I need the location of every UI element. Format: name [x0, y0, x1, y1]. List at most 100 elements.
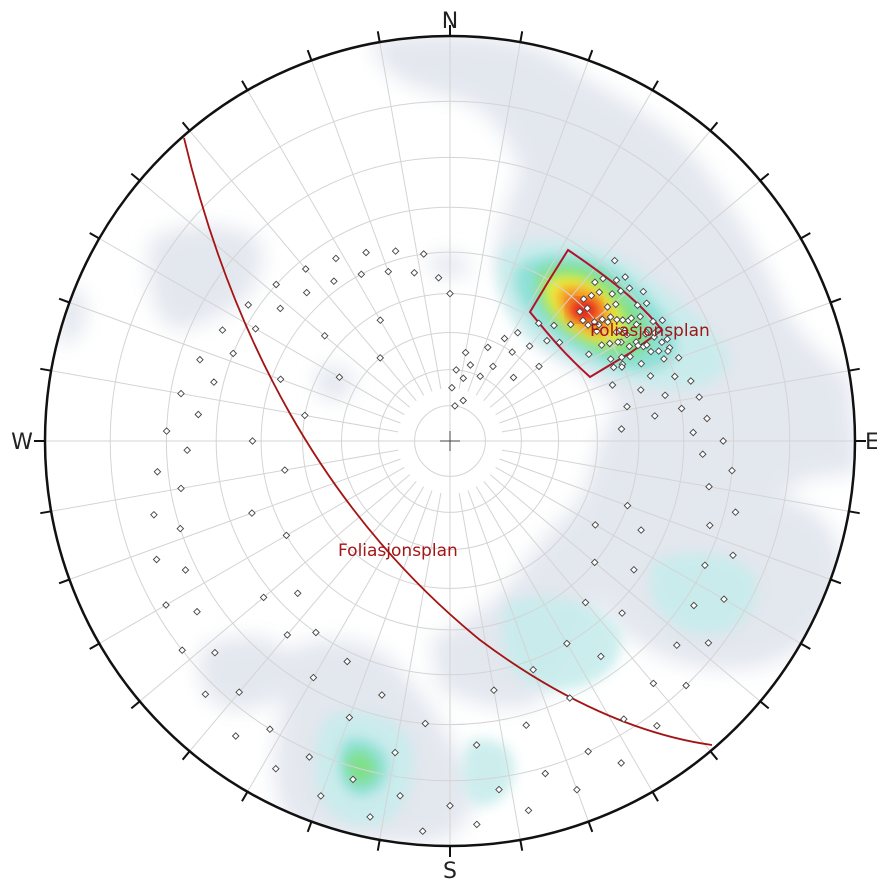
pole-marker: [563, 639, 571, 648]
perimeter-tick: [376, 839, 381, 851]
contour-low-southwest: [199, 636, 291, 710]
pole-marker: [728, 466, 736, 475]
pole-marker: [603, 303, 612, 311]
perimeter-tick: [89, 232, 100, 240]
pole-marker: [611, 300, 620, 309]
pole-marker: [201, 690, 210, 699]
pole-marker: [639, 287, 648, 296]
pole-marker: [335, 373, 344, 382]
perimeter-tick: [89, 642, 100, 650]
pole-marker: [495, 785, 503, 794]
pole-marker: [266, 725, 274, 734]
pole-marker: [599, 274, 607, 283]
pole-marker: [345, 713, 354, 722]
pole-marker: [434, 273, 443, 282]
pole-marker: [584, 350, 593, 359]
pole-marker: [617, 425, 626, 433]
grid-spoke: [379, 492, 442, 840]
pole-marker: [647, 347, 655, 356]
pole-marker: [704, 639, 713, 647]
pole-marker: [598, 315, 607, 324]
perimeter-tick: [709, 121, 719, 132]
perimeter-tick: [58, 297, 70, 304]
pole-marker: [472, 820, 481, 829]
pole-marker: [490, 686, 498, 695]
pole-marker: [658, 316, 667, 325]
perimeter-ticks: [34, 25, 866, 857]
grid-spoke: [495, 238, 801, 416]
pole-marker: [452, 366, 461, 374]
pole-marker: [625, 342, 634, 351]
grid-spoke: [247, 486, 425, 792]
perimeter-tick: [800, 642, 811, 650]
pole-marker: [581, 598, 590, 607]
pole-marker: [248, 437, 257, 445]
pole-marker: [618, 609, 626, 617]
pole-marker: [301, 265, 310, 273]
pole-marker: [619, 715, 628, 723]
grid-spoke: [189, 130, 417, 402]
pole-marker: [646, 372, 655, 380]
pole-marker: [177, 484, 185, 493]
pole-marker: [618, 316, 627, 324]
grid-spoke: [467, 60, 589, 392]
pole-marker: [590, 558, 599, 567]
pole-marker: [181, 566, 190, 574]
pole-marker: [451, 402, 459, 410]
pole-marker: [446, 289, 454, 298]
pole-marker: [320, 331, 329, 340]
east-label: E: [865, 430, 877, 455]
pole-marker: [670, 372, 679, 381]
pole-marker: [590, 318, 599, 326]
grid-spoke: [483, 480, 711, 752]
pole-marker: [276, 304, 285, 313]
pole-marker: [448, 383, 456, 392]
pole-marker: [637, 526, 645, 534]
pole-marker: [231, 732, 240, 740]
pole-marker: [664, 347, 672, 356]
pole-marker: [162, 601, 170, 609]
pole-marker: [183, 446, 192, 455]
pole-marker: [391, 247, 400, 255]
perimeter-tick: [519, 839, 524, 851]
pole-marker: [682, 681, 690, 690]
perimeter-tick: [519, 31, 524, 43]
pole-marker: [701, 561, 709, 570]
pole-marker: [690, 601, 698, 610]
pole-marker: [461, 348, 470, 357]
cluster-plane-label: Foliasjonsplan: [590, 321, 710, 341]
pole-marker: [649, 317, 657, 326]
grid-spoke: [139, 474, 411, 702]
contour-low-small-1: [315, 365, 355, 401]
grid-spoke: [483, 130, 711, 402]
perimeter-tick: [40, 510, 52, 515]
pole-marker: [524, 806, 533, 815]
pole-marker: [698, 450, 707, 459]
pole-marker: [650, 412, 659, 420]
pole-marker: [689, 428, 698, 437]
pole-marker: [235, 688, 244, 697]
pole-marker: [522, 721, 531, 730]
perimeter-tick: [40, 367, 52, 372]
pole-marker: [579, 295, 588, 303]
pole-marker: [282, 531, 291, 540]
pole-marker: [620, 326, 629, 335]
pole-marker: [608, 290, 617, 298]
pole-marker: [612, 276, 621, 285]
pole-marker: [705, 482, 713, 491]
pole-marker: [271, 764, 280, 773]
pole-marker: [418, 827, 427, 836]
pole-marker: [218, 326, 227, 334]
pole-marker: [608, 381, 617, 389]
pole-marker: [729, 551, 737, 560]
perimeter-tick: [709, 750, 719, 761]
pole-marker: [663, 335, 672, 344]
grid-spoke: [139, 180, 411, 408]
pole-marker: [594, 320, 603, 329]
grid-spoke: [499, 302, 831, 424]
pole-marker: [573, 785, 581, 794]
pole-marker: [626, 352, 634, 361]
perimeter-tick: [848, 367, 860, 372]
pole-marker: [579, 316, 587, 325]
